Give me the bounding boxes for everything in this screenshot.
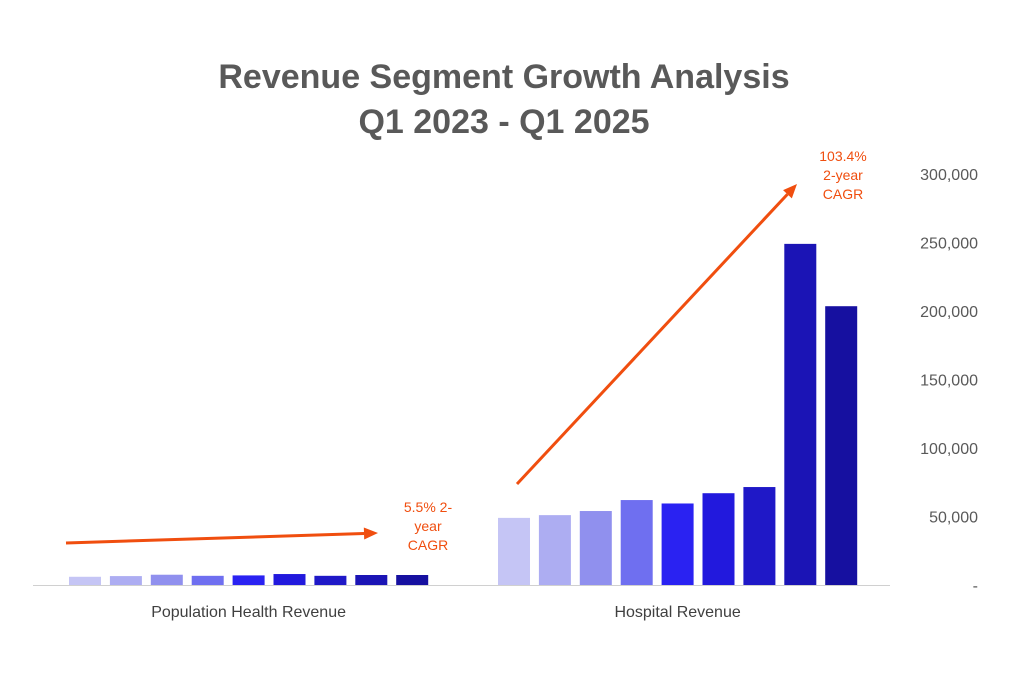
population-cagr-annotation: 5.5% 2- year CAGR (388, 498, 468, 555)
bar (661, 503, 694, 585)
y-tick-label: 200,000 (920, 304, 978, 321)
bar (232, 575, 265, 585)
hospital-cagr-line-2: 2-year (823, 167, 863, 183)
y-tick-label: 100,000 (920, 441, 978, 458)
bar (273, 574, 306, 585)
bar (579, 511, 612, 585)
y-tick-label: - (973, 578, 978, 595)
bar (702, 493, 735, 585)
population-cagr-line-3: CAGR (407, 537, 449, 553)
population-trend-arrow-line (65, 531, 365, 545)
hospital-cagr-annotation: 103.4% 2-year CAGR (798, 147, 888, 204)
population-cagr-line-1: 5.5% 2- (403, 499, 453, 515)
y-tick-label: 50,000 (929, 510, 978, 527)
bar (314, 575, 347, 585)
bar (784, 243, 817, 585)
bar (498, 517, 530, 585)
bar (620, 500, 653, 585)
y-tick-label: 150,000 (920, 373, 978, 390)
y-tick-label: 250,000 (920, 236, 978, 253)
chart-title: Revenue Segment Growth Analysis (218, 58, 790, 96)
hospital-cagr-line-3: CAGR (822, 186, 864, 202)
hospital-trend-arrow-line (515, 193, 789, 486)
y-tick-label: 300,000 (920, 167, 978, 184)
bar (109, 576, 142, 585)
bar (191, 575, 224, 585)
bar (538, 515, 571, 585)
bar (396, 574, 429, 585)
bar (743, 487, 776, 585)
category-label: Population Health Revenue (151, 604, 346, 621)
hospital-cagr-line-1: 103.4% (819, 148, 867, 164)
category-label: Hospital Revenue (614, 604, 740, 621)
population-cagr-line-2: year (414, 518, 442, 534)
population-trend-arrow-head (363, 527, 378, 540)
chart-subtitle: Q1 2023 - Q1 2025 (358, 103, 650, 141)
hospital-trend-arrow-head (783, 184, 797, 199)
bar (69, 576, 101, 585)
bar (150, 574, 183, 585)
bar (825, 306, 858, 585)
bar (355, 574, 388, 585)
